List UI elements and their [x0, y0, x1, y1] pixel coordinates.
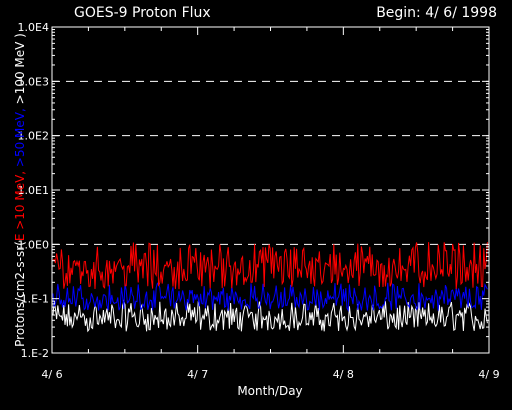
y-axis-label-part: >50 MeV,: [13, 104, 27, 167]
begin-date-label: Begin: 4/ 6/ 1998: [376, 5, 497, 21]
flux-series-line: [52, 299, 488, 333]
y-axis-label-part: >100 MeV ): [13, 33, 27, 104]
flux-series-line: [52, 242, 488, 290]
x-axis-ticks: 4/ 6 4/ 7 4/ 8 4/ 9: [41, 27, 500, 381]
y-tick-label: 1.0E3: [18, 75, 49, 88]
y-tick-label: 1.0E0: [18, 238, 49, 251]
y-tick-label: 1.E-1: [21, 293, 49, 306]
x-tick-label: 4/ 8: [333, 368, 354, 381]
y-tick-label: 1.0E4: [18, 21, 49, 34]
y-tick-label: 1.0E1: [18, 184, 49, 197]
chart-title: GOES-9 Proton Flux: [74, 5, 211, 21]
y-axis-label-part: E >10 MeV,: [13, 167, 27, 241]
x-tick-label: 4/ 9: [478, 368, 499, 381]
y-tick-label: 1.0E2: [18, 130, 49, 143]
x-axis-label: Month/Day: [237, 384, 302, 398]
x-tick-label: 4/ 6: [41, 368, 62, 381]
y-axis-ticks: 1.0E4 1.0E3 1.0E2 1.0E1 1.0E0 1.E-1 1.E-2: [18, 21, 489, 360]
x-tick-label: 4/ 7: [187, 368, 208, 381]
y-axis-label-part: Protons/cm2-s-sr(: [13, 241, 27, 347]
y-tick-label: 1.E-2: [21, 347, 49, 360]
y-axis-label: Protons/cm2-s-sr(E >10 MeV, >50 MeV, >10…: [13, 33, 27, 347]
data-series: [52, 242, 488, 333]
